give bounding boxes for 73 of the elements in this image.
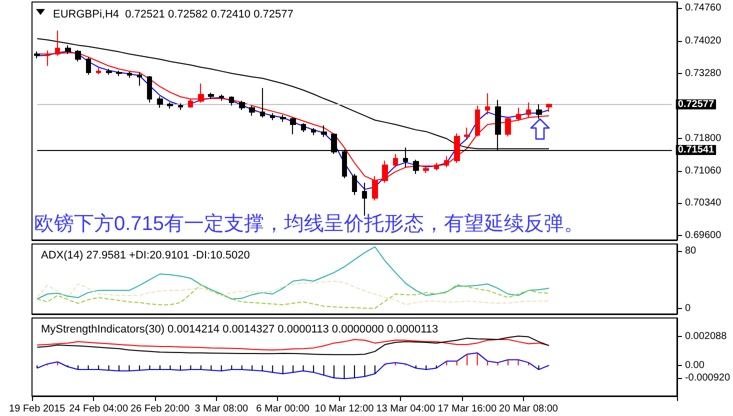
- y-tick-label: 0.70340: [685, 197, 722, 208]
- line-series: [36, 336, 550, 356]
- x-tick-label: 10 Mar 12:00: [314, 404, 374, 414]
- x-tick-label: 20 Mar 08:00: [499, 404, 558, 414]
- candlestick: [167, 102, 173, 110]
- candlestick: [157, 96, 163, 108]
- candlestick: [546, 104, 552, 112]
- y-tick-label: 0.74760: [685, 2, 722, 14]
- candlestick: [290, 116, 296, 135]
- candlestick: [239, 100, 245, 110]
- candlestick: [301, 122, 306, 133]
- candlestick: [127, 71, 132, 78]
- candlestick: [249, 106, 255, 116]
- text: MyStrengthIndicators(30) 0.0014214 0.0014327 0.0000113 0.0000000 0.0000113: [41, 324, 438, 336]
- y-tick-label: 0.73280: [685, 68, 722, 79]
- x-tick-label: 24 Feb 04:00: [69, 404, 128, 414]
- candlestick: [137, 72, 142, 86]
- candlestick: [475, 105, 480, 137]
- x-tick-label: 6 Mar 00:00: [256, 404, 310, 414]
- candlestick: [454, 132, 460, 164]
- y-tick-label: 0.69600: [685, 230, 722, 242]
- candlestick: [96, 68, 101, 75]
- candlestick: [34, 50, 40, 59]
- candlestick: [65, 44, 71, 55]
- candlestick: [536, 104, 542, 120]
- y-tick-label: 0: [685, 302, 691, 314]
- candlestick: [413, 159, 419, 174]
- y-tick-label: 0.00: [684, 360, 705, 371]
- candlestick: [188, 98, 193, 108]
- candlestick: [86, 57, 91, 76]
- candlestick: [321, 124, 327, 138]
- candlestick: [526, 102, 531, 118]
- y-tick-label: 0.74020: [685, 35, 722, 46]
- candlestick: [393, 154, 398, 168]
- candlestick: [208, 92, 214, 100]
- x-tick-label: 3 Mar 08:00: [194, 404, 249, 414]
- line-series: [36, 352, 550, 380]
- y-tick-label: 0.71800: [685, 133, 722, 144]
- candlestick: [229, 96, 234, 106]
- candlestick: [270, 112, 275, 121]
- candlestick: [464, 127, 470, 140]
- candlestick: [147, 76, 152, 103]
- ref-line-label: 0.71541: [678, 144, 714, 156]
- candlestick: [219, 94, 224, 102]
- candlestick: [444, 156, 449, 168]
- candlestick: [75, 50, 81, 62]
- y-tick-label: 80: [685, 246, 697, 257]
- ref-line-label: 0.72577: [678, 98, 714, 110]
- x-tick-label: 17 Mar 16:00: [438, 404, 497, 414]
- text: ADX(14) 27.9581 +DI:20.9101 -DI:10.5020: [41, 250, 250, 262]
- y-tick-label: 0.71060: [685, 166, 722, 177]
- candlestick: [423, 165, 429, 174]
- candlestick: [260, 87, 265, 118]
- candlestick: [178, 102, 183, 110]
- line-series: [36, 246, 550, 300]
- candlestick: [280, 114, 286, 122]
- x-tick-label: 26 Feb 20:00: [130, 404, 190, 414]
- annotation: 欧镑下方0.715有一定支撑，均线呈价托形态，有望延续反弹。: [34, 212, 584, 235]
- candlestick: [106, 68, 112, 76]
- candlestick: [485, 92, 490, 115]
- text: EURGBPi,H4 0.72521 0.72582 0.72410 0.72577: [53, 8, 294, 20]
- candlestick: [352, 173, 357, 196]
- candlestick: [116, 70, 122, 77]
- candlestick: [516, 107, 521, 122]
- candlestick: [505, 116, 511, 137]
- line-series: [36, 338, 550, 351]
- candlestick: [311, 128, 316, 136]
- candlestick: [434, 162, 439, 171]
- x-tick-label: 19 Feb 2015: [9, 404, 66, 414]
- y-tick-label: 0.002088: [684, 330, 728, 342]
- y-tick-label: -0.000920: [684, 372, 730, 384]
- x-tick-label: 13 Mar 04:00: [376, 404, 436, 414]
- candlestick: [198, 83, 204, 103]
